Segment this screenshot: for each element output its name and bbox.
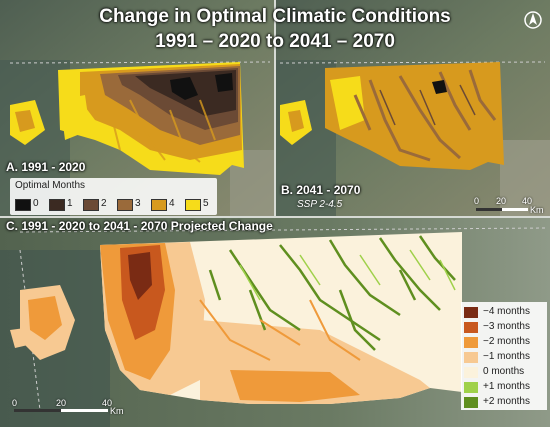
scale-c-unit: Km [110,406,124,416]
legend-a-label-5: 5 [203,198,209,209]
legend-c-row-1: −3 months [464,321,546,334]
legend-a-label-1: 1 [67,198,73,209]
scale-b-unit: Km [530,205,544,215]
panel-c-map [10,232,462,404]
panel-b-map [280,62,504,170]
legend-c-row-0: −4 months [464,306,546,319]
legend-c-label-2: −2 months [483,336,530,347]
legend-c-row-5: +1 months [464,381,546,394]
legend-a-label-2: 2 [101,198,107,209]
panel-c-legend: −4 months −3 months −2 months −1 months … [461,302,547,410]
legend-c-swatch-5 [464,382,478,393]
legend-a-swatch-1 [49,199,65,211]
legend-c-row-6: +2 months [464,396,546,409]
panel-a-legend-title: Optimal Months [15,180,86,191]
legend-a-swatch-3 [117,199,133,211]
legend-c-swatch-3 [464,352,478,363]
legend-a-swatch-0 [15,199,31,211]
scale-b-tick-1: 20 [496,196,507,206]
panel-b-scale-bar [476,208,528,211]
legend-c-label-6: +2 months [483,396,530,407]
legend-a-swatch-4 [151,199,167,211]
legend-a-swatch-5 [185,199,201,211]
scale-b-tick-2: 40 [522,196,533,206]
legend-c-swatch-0 [464,307,478,318]
legend-a-swatch-2 [83,199,99,211]
scale-c-tick-2: 40 [102,398,113,408]
legend-c-label-1: −3 months [483,321,530,332]
legend-a-label-0: 0 [33,198,39,209]
legend-c-swatch-2 [464,337,478,348]
figure-title-line2: 1991 – 2020 to 2041 – 2070 [155,31,395,52]
legend-c-label-4: 0 months [483,366,525,377]
figure-title-line1: Change in Optimal Climatic Conditions [99,6,451,27]
legend-a-label-4: 4 [169,198,175,209]
legend-c-swatch-4 [464,367,478,378]
legend-c-row-4: 0 months [464,366,546,379]
panel-c-label: C. 1991 - 2020 to 2041 - 2070 Projected … [6,219,273,233]
legend-c-swatch-6 [464,397,478,408]
panel-a-label: A. 1991 - 2020 [6,160,86,174]
scale-c-tick-1: 20 [56,398,67,408]
legend-c-label-5: +1 months [483,381,530,392]
legend-a-label-3: 3 [135,198,141,209]
legend-c-label-0: −4 months [483,306,530,317]
panel-c-scale-bar [14,409,108,412]
scale-b-tick-0: 0 [474,196,480,206]
panel-a-legend: Optimal Months 0 1 2 3 4 5 [10,178,217,215]
legend-c-label-3: −1 months [483,351,530,362]
panel-a-map [10,62,244,175]
north-arrow-icon [524,11,542,29]
panel-b-scenario: SSP 2-4.5 [297,199,343,210]
legend-c-row-3: −1 months [464,351,546,364]
legend-c-row-2: −2 months [464,336,546,349]
legend-c-swatch-1 [464,322,478,333]
panel-b-label: B. 2041 - 2070 [281,183,361,197]
scale-c-tick-0: 0 [12,398,18,408]
